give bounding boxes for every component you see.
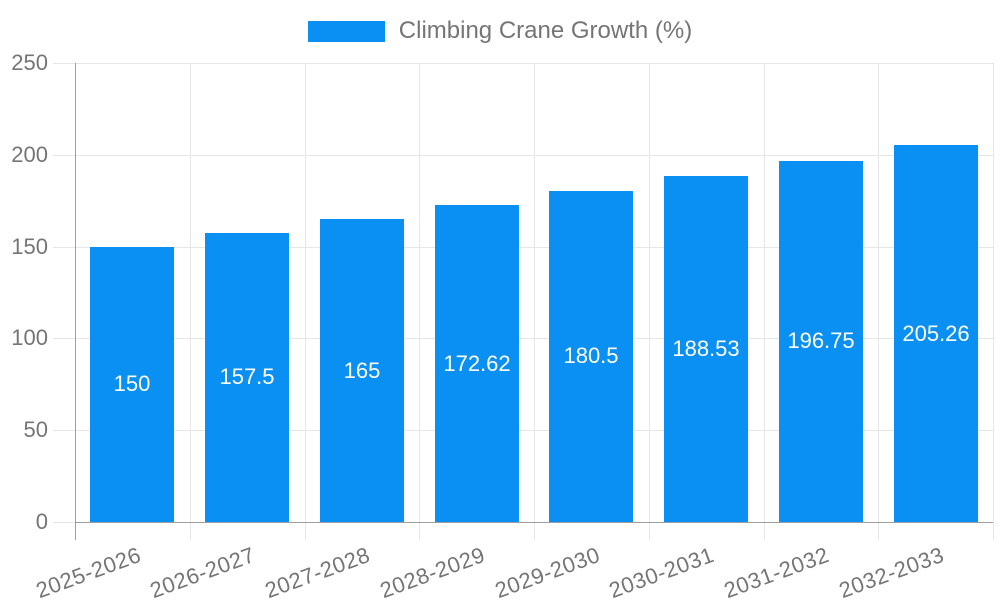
x-tick <box>534 522 535 540</box>
x-tick <box>190 522 191 540</box>
y-axis-line <box>75 63 76 540</box>
x-tick-label: 2027-2028 <box>261 542 374 600</box>
bar-value-label: 188.53 <box>672 336 740 361</box>
bar[interactable] <box>205 233 289 522</box>
x-gridline <box>764 63 765 522</box>
x-tick-label: 2031-2032 <box>720 542 833 600</box>
x-tick-label: 2030-2031 <box>606 542 718 600</box>
x-gridline <box>878 63 879 522</box>
bar-value-label: 196.75 <box>787 328 855 353</box>
bar[interactable] <box>320 219 404 522</box>
bar-value-label: 205.26 <box>902 321 970 346</box>
bar-value-label: 180.5 <box>563 343 619 368</box>
y-tick <box>53 430 75 431</box>
y-tick <box>53 63 75 64</box>
x-gridline <box>305 63 306 522</box>
x-gridline <box>993 63 994 522</box>
x-tick <box>878 522 879 540</box>
y-tick-label: 150 <box>11 234 48 259</box>
bar[interactable] <box>435 205 519 522</box>
x-tick-label: 2029-2030 <box>491 542 603 600</box>
x-tick <box>305 522 306 540</box>
x-tick-label: 2032-2033 <box>835 542 948 600</box>
y-tick-label: 50 <box>23 417 48 442</box>
bar[interactable] <box>664 176 748 522</box>
x-gridline <box>649 63 650 522</box>
x-tick-label: 2026-2027 <box>147 542 259 600</box>
y-tick <box>53 155 75 156</box>
x-gridline <box>534 63 535 522</box>
legend-label: Climbing Crane Growth (%) <box>398 17 693 44</box>
y-tick <box>53 522 75 523</box>
y-tick-label: 0 <box>35 509 48 534</box>
legend[interactable]: Climbing Crane Growth (%) <box>0 17 1000 45</box>
y-tick <box>53 247 75 248</box>
x-tick <box>419 522 420 540</box>
x-gridline <box>419 63 420 522</box>
bar[interactable] <box>894 145 978 522</box>
bar-value-label: 172.62 <box>443 351 511 376</box>
bar-value-label: 150 <box>113 371 151 396</box>
y-tick <box>53 338 75 339</box>
x-tick <box>993 522 994 540</box>
y-tick-label: 250 <box>11 50 48 75</box>
bar[interactable] <box>779 161 863 522</box>
x-axis-line <box>75 522 993 523</box>
x-tick <box>649 522 650 540</box>
x-tick-label: 2028-2029 <box>376 542 489 600</box>
y-tick-label: 200 <box>11 142 48 167</box>
bar-value-label: 157.5 <box>219 364 275 389</box>
bar[interactable] <box>549 191 633 522</box>
y-tick-label: 100 <box>11 325 48 350</box>
legend-swatch <box>307 20 385 42</box>
x-tick-label: 2025-2026 <box>32 542 144 600</box>
x-gridline <box>190 63 191 522</box>
x-tick <box>764 522 765 540</box>
bar[interactable] <box>90 247 174 522</box>
bar-value-label: 165 <box>343 358 381 383</box>
